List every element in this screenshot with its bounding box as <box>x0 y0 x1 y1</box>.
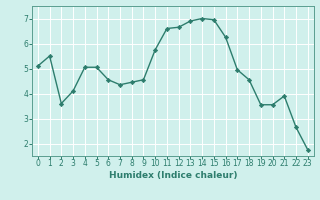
X-axis label: Humidex (Indice chaleur): Humidex (Indice chaleur) <box>108 171 237 180</box>
